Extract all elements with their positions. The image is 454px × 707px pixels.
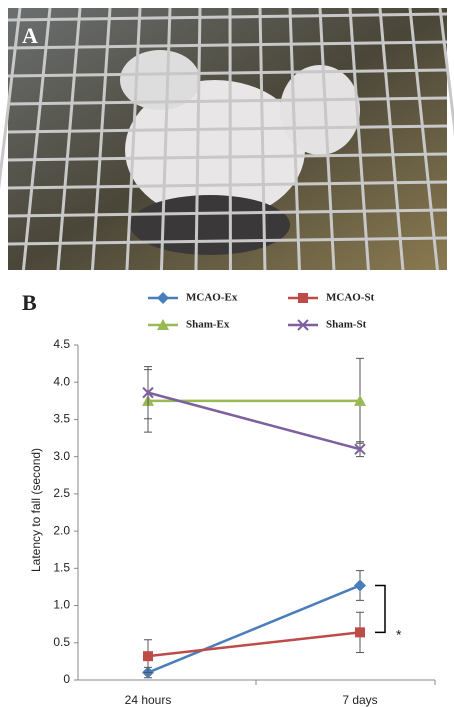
marker — [354, 394, 366, 406]
annotation: * — [396, 627, 402, 643]
cage-bar — [408, 7, 439, 271]
cage-bar — [194, 7, 202, 271]
cage-bar — [7, 68, 448, 78]
y-tick-label: 4.0 — [53, 374, 70, 388]
marker — [354, 579, 366, 592]
marker — [355, 627, 365, 638]
photo — [0, 7, 454, 271]
cage-bar — [0, 7, 22, 190]
cage-bar — [318, 7, 336, 271]
legend-label: Sham-Ex — [186, 319, 230, 331]
panel-label: B — [22, 290, 37, 315]
cage-bar — [7, 180, 448, 190]
cage-bar — [438, 7, 454, 136]
marker — [298, 293, 308, 303]
legend-label: MCAO-Ex — [186, 292, 238, 304]
series-line — [147, 631, 361, 658]
cage-bar — [258, 7, 267, 271]
marker — [143, 651, 153, 662]
marker — [157, 292, 169, 304]
y-tick-label: 1.0 — [53, 598, 70, 612]
cage-bar — [7, 152, 448, 162]
cage-bar — [7, 96, 448, 106]
cage-bar — [348, 7, 370, 271]
cage-bar — [288, 7, 301, 271]
y-tick-label: 2.0 — [53, 523, 70, 537]
cage-bar — [7, 12, 448, 22]
y-tick-label: 0.5 — [53, 635, 70, 649]
y-axis-title: Latency to fall (second) — [29, 448, 43, 572]
cage-bar — [7, 236, 448, 246]
y-tick-label: 3.5 — [53, 412, 70, 426]
cage-bar — [7, 124, 448, 134]
cage-bar — [56, 7, 82, 271]
x-tick-label: 7 days — [342, 693, 377, 707]
series-line — [147, 391, 361, 451]
x-tick-label: 24 hours — [125, 693, 172, 707]
cage-bar — [125, 7, 142, 271]
cage-bar — [7, 208, 448, 218]
cage-bar — [378, 7, 405, 271]
cage-bar — [21, 7, 52, 271]
y-tick-label: 3.0 — [53, 449, 70, 463]
cage-bar — [7, 40, 448, 50]
marker — [297, 319, 309, 331]
cage-bar — [159, 7, 172, 271]
significance-bracket — [375, 584, 386, 634]
y-tick-label: 2.5 — [53, 486, 70, 500]
cage-bar — [90, 7, 112, 271]
marker — [142, 386, 154, 399]
y-tick-label: 0 — [63, 672, 70, 686]
legend-label: Sham-St — [326, 319, 367, 331]
panel-label: A — [22, 23, 38, 48]
marker — [354, 443, 366, 455]
y-tick-label: 1.5 — [53, 561, 70, 575]
legend-label: MCAO-St — [326, 292, 375, 304]
y-tick-label: 4.5 — [53, 337, 70, 351]
marker — [157, 319, 169, 330]
series-line — [147, 584, 361, 674]
